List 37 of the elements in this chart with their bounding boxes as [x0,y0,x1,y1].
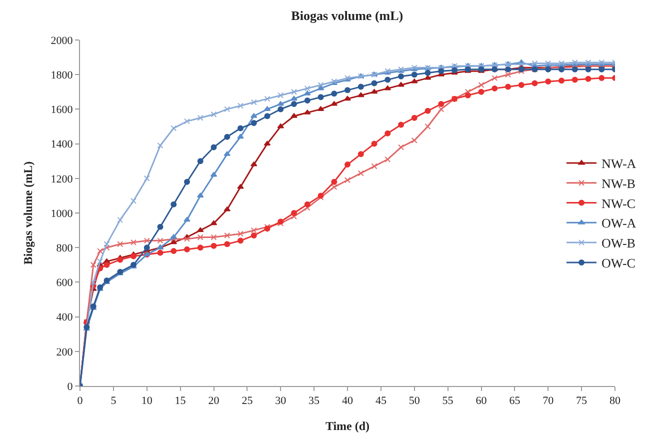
x-tick-label: 15 [174,395,186,408]
legend-label: NW-C [602,196,636,211]
x-tick-label: 80 [610,395,621,408]
y-tick-label: 2000 [50,34,74,47]
y-tick-label: 200 [56,346,74,358]
x-tick-label: 50 [408,395,420,408]
x-tick-label: 40 [342,395,354,408]
x-tick-label: 70 [542,395,554,408]
x-tick-label: 75 [576,395,588,408]
x-tick-label: 55 [442,395,454,408]
x-tick-label: 10 [141,395,153,408]
x-tick-label: 30 [275,395,287,408]
y-tick-label: 400 [56,312,74,324]
y-axis-title: Biogas volume (mL) [21,161,36,265]
legend-label: NW-A [602,156,637,172]
x-tick-label: 65 [509,395,521,408]
legend-label: OW-B [602,236,636,251]
x-tick-label: 45 [375,395,387,408]
x-tick-label: 60 [476,395,488,408]
x-tick-label: 0 [77,395,84,408]
y-tick-label: 1400 [50,138,74,151]
x-tick-label: 25 [242,395,254,408]
legend-label: NW-B [602,176,636,191]
y-tick-label: 0 [67,380,74,393]
legend-label: OW-A [602,216,637,231]
y-tick-label: 1600 [50,104,74,116]
y-tick-label: 800 [56,242,74,254]
x-tick-label: 20 [208,395,220,408]
y-tick-label: 1200 [50,173,74,186]
y-tick-label: 1000 [50,208,74,220]
x-tick-label: 5 [110,395,117,408]
y-tick-label: 1800 [50,69,74,82]
x-tick-label: 35 [308,395,320,408]
chart-title: Biogas volume (mL) [291,8,404,24]
y-tick-label: 600 [56,277,74,290]
x-axis-title: Time (d) [325,419,370,434]
legend-label: OW-C [602,256,636,271]
